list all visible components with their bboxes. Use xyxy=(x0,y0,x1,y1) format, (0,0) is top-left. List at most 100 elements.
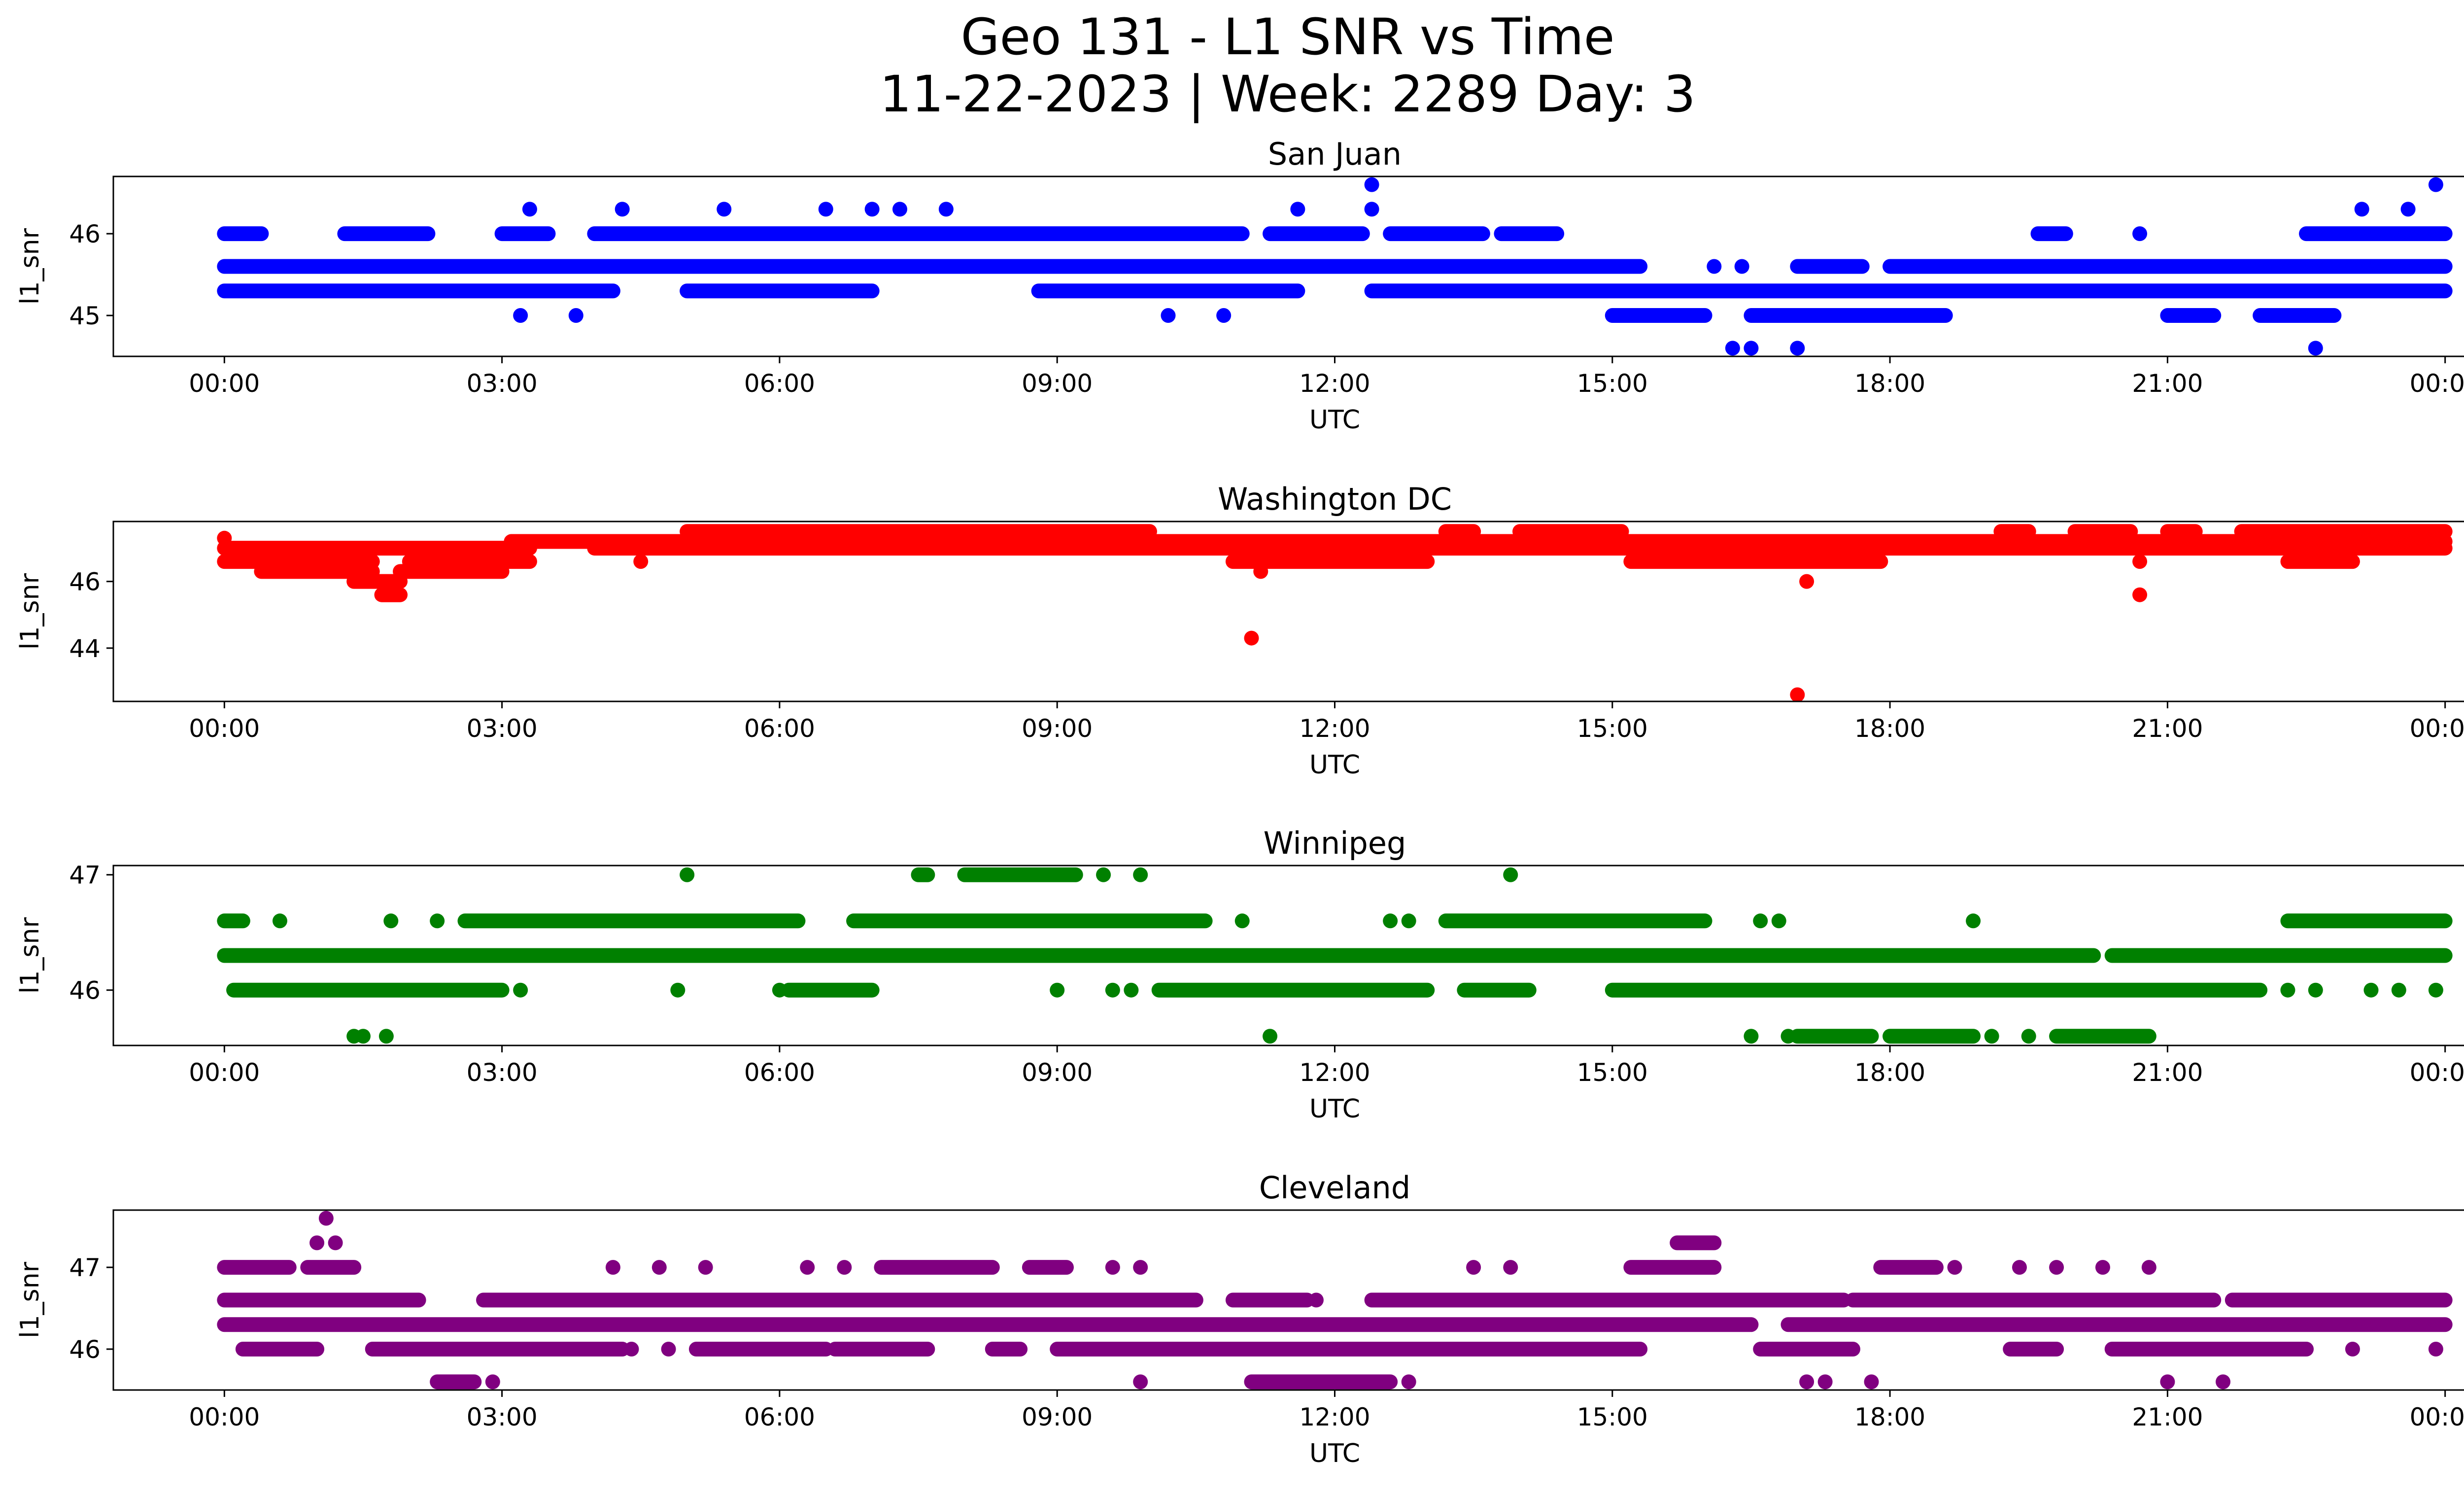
point-san-juan-17 xyxy=(2308,341,2323,356)
point-winnipeg-27 xyxy=(2280,982,2295,998)
point-cleveland-22 xyxy=(2049,1260,2064,1275)
xtick-label-winnipeg-0: 00:00 xyxy=(189,1058,260,1087)
xtick-label-winnipeg-7: 21:00 xyxy=(2132,1058,2203,1087)
point-san-juan-13 xyxy=(1364,202,1379,217)
point-winnipeg-7 xyxy=(670,982,685,998)
point-cleveland-27 xyxy=(2345,1342,2360,1357)
point-cleveland-8 xyxy=(837,1260,852,1275)
xtick-label-cleveland-4: 12:00 xyxy=(1299,1403,1370,1431)
point-winnipeg-13 xyxy=(1096,867,1111,882)
panel-san-juan: San Juan 00:00 03:00 06:00 09:00 12:00 15:00 18… xyxy=(15,136,2464,435)
point-san-juan-21 xyxy=(1707,259,1722,274)
xtick-label-washington-dc-7: 21:00 xyxy=(2132,714,2203,743)
point-cleveland-26 xyxy=(2216,1374,2231,1390)
point-winnipeg-2 xyxy=(430,913,445,929)
xtick-label-cleveland-3: 09:00 xyxy=(1022,1403,1093,1431)
point-san-juan-15 xyxy=(1744,341,1759,356)
point-winnipeg-5 xyxy=(378,1029,394,1044)
point-winnipeg-8 xyxy=(680,867,695,882)
series-san-juan xyxy=(217,177,2453,356)
xtick-label-san-juan-5: 15:00 xyxy=(1577,369,1648,398)
xtick-label-washington-dc-3: 09:00 xyxy=(1022,714,1093,743)
xtick-label-washington-dc-6: 18:00 xyxy=(1854,714,1925,743)
point-cleveland-15 xyxy=(1466,1260,1481,1275)
point-cleveland-12 xyxy=(1281,1292,1296,1308)
xtick-label-washington-dc-8: 00:00 xyxy=(2410,714,2464,743)
point-winnipeg-6 xyxy=(513,982,528,998)
point-winnipeg-12 xyxy=(1124,982,1139,998)
point-winnipeg-20 xyxy=(1744,1029,1759,1044)
point-cleveland-16 xyxy=(1503,1260,1518,1275)
point-winnipeg-15 xyxy=(1234,913,1250,929)
figure-title-line-1: Geo 131 - L1 SNR vs Time xyxy=(960,8,1615,67)
panel-title-san-juan: San Juan xyxy=(1268,136,1402,172)
point-san-juan-16 xyxy=(1790,341,1805,356)
series-washington-dc xyxy=(217,524,2453,702)
point-cleveland-24 xyxy=(2141,1260,2156,1275)
point-cleveland-19 xyxy=(1864,1374,1879,1390)
point-san-juan-23 xyxy=(2132,226,2148,242)
xtick-label-washington-dc-0: 00:00 xyxy=(189,714,260,743)
point-san-juan-8 xyxy=(938,202,954,217)
point-winnipeg-9 xyxy=(772,982,787,998)
point-cleveland-13 xyxy=(1308,1292,1324,1308)
point-cleveland-18 xyxy=(1817,1374,1833,1390)
xtick-label-winnipeg-8: 00:00 xyxy=(2410,1058,2464,1087)
panel-title-winnipeg: Winnipeg xyxy=(1264,825,1406,861)
xtick-label-winnipeg-3: 09:00 xyxy=(1022,1058,1093,1087)
point-cleveland-25 xyxy=(2160,1374,2175,1390)
panel-washington-dc: Washington DC 00:00 03:00 06:00 09:00 12:00 15… xyxy=(15,481,2464,780)
ytick-label-cleveland-1: 47 xyxy=(69,1253,101,1282)
point-cleveland-29 xyxy=(624,1342,639,1357)
ytick-label-winnipeg-0: 46 xyxy=(69,976,101,1005)
point-san-juan-4 xyxy=(717,202,732,217)
point-cleveland-9 xyxy=(1105,1260,1120,1275)
xtick-label-san-juan-1: 03:00 xyxy=(467,369,538,398)
point-winnipeg-14 xyxy=(1133,867,1148,882)
ytick-label-cleveland-0: 46 xyxy=(69,1335,101,1364)
point-cleveland-6 xyxy=(698,1260,713,1275)
ytick-label-san-juan-0: 45 xyxy=(69,302,101,330)
ytick-label-winnipeg-1: 47 xyxy=(69,861,101,890)
point-winnipeg-19 xyxy=(1503,867,1518,882)
point-san-juan-11 xyxy=(1290,202,1305,217)
point-san-juan-20 xyxy=(2428,177,2443,192)
point-washington-dc-4 xyxy=(1253,564,1268,579)
point-san-juan-18 xyxy=(2354,202,2369,217)
point-washington-dc-1 xyxy=(1244,630,1259,646)
ylabel-san-juan: l1_snr xyxy=(15,228,45,305)
xtick-label-cleveland-1: 03:00 xyxy=(467,1403,538,1431)
xtick-label-san-juan-7: 21:00 xyxy=(2132,369,2203,398)
xlabel-washington-dc: UTC xyxy=(1309,750,1360,780)
panel-title-cleveland: Cleveland xyxy=(1259,1170,1410,1206)
point-washington-dc-5 xyxy=(2132,587,2148,602)
ylabel-winnipeg: l1_snr xyxy=(15,917,45,994)
point-winnipeg-26 xyxy=(2021,1029,2036,1044)
point-san-juan-10 xyxy=(1216,308,1232,323)
point-cleveland-4 xyxy=(605,1260,620,1275)
point-cleveland-7 xyxy=(800,1260,815,1275)
point-washington-dc-3 xyxy=(1799,574,1814,589)
point-cleveland-11 xyxy=(1133,1374,1148,1390)
point-san-juan-6 xyxy=(864,202,880,217)
xlabel-cleveland: UTC xyxy=(1309,1439,1360,1468)
xtick-label-winnipeg-2: 06:00 xyxy=(744,1058,815,1087)
point-winnipeg-25 xyxy=(1984,1029,1999,1044)
point-winnipeg-21 xyxy=(1780,1029,1796,1044)
ytick-label-washington-dc-0: 44 xyxy=(69,634,101,663)
point-cleveland-14 xyxy=(1401,1374,1416,1390)
point-winnipeg-10 xyxy=(1050,982,1065,998)
point-winnipeg-22 xyxy=(1753,913,1768,929)
point-cleveland-0 xyxy=(318,1211,334,1226)
point-winnipeg-1 xyxy=(383,913,399,929)
point-washington-dc-6 xyxy=(2132,554,2148,569)
point-washington-dc-7 xyxy=(633,554,649,569)
point-san-juan-9 xyxy=(1161,308,1176,323)
xtick-label-san-juan-2: 06:00 xyxy=(744,369,815,398)
point-cleveland-20 xyxy=(1947,1260,1962,1275)
point-san-juan-7 xyxy=(892,202,908,217)
point-winnipeg-23 xyxy=(1771,913,1786,929)
point-winnipeg-11 xyxy=(1105,982,1120,998)
point-cleveland-21 xyxy=(2012,1260,2027,1275)
